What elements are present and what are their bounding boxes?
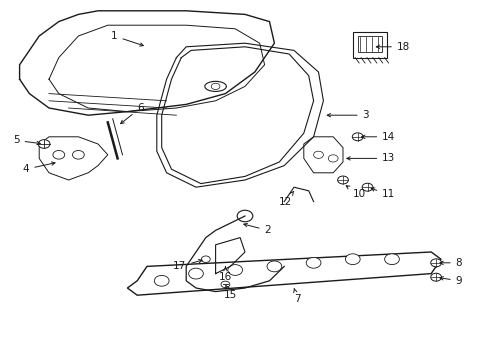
Text: 10: 10: [346, 186, 366, 199]
Polygon shape: [127, 252, 441, 295]
Text: 8: 8: [440, 258, 463, 268]
Text: 6: 6: [121, 103, 144, 123]
Circle shape: [352, 133, 363, 141]
Text: 11: 11: [371, 188, 395, 199]
Circle shape: [237, 210, 253, 222]
Text: 1: 1: [111, 31, 144, 46]
Polygon shape: [39, 137, 108, 180]
Text: 15: 15: [223, 285, 237, 300]
Circle shape: [314, 151, 323, 158]
Text: 9: 9: [440, 276, 463, 286]
Text: 13: 13: [347, 153, 395, 163]
Text: 12: 12: [279, 192, 294, 207]
Text: 4: 4: [23, 162, 55, 174]
Text: 7: 7: [294, 288, 301, 304]
Text: 2: 2: [244, 224, 271, 235]
Circle shape: [201, 256, 210, 262]
Circle shape: [267, 261, 282, 272]
Text: 16: 16: [219, 267, 232, 282]
Circle shape: [228, 265, 243, 275]
Circle shape: [154, 275, 169, 286]
Circle shape: [431, 273, 441, 281]
FancyBboxPatch shape: [353, 32, 387, 58]
Text: 5: 5: [13, 135, 40, 145]
Circle shape: [189, 268, 203, 279]
Text: 17: 17: [173, 260, 202, 271]
Circle shape: [385, 254, 399, 265]
Circle shape: [73, 150, 84, 159]
Text: 18: 18: [376, 42, 410, 52]
Circle shape: [328, 155, 338, 162]
Text: 3: 3: [327, 110, 369, 120]
Circle shape: [345, 254, 360, 265]
Circle shape: [338, 176, 348, 184]
Bar: [358, 36, 382, 52]
Circle shape: [221, 281, 230, 288]
Circle shape: [306, 257, 321, 268]
Circle shape: [362, 183, 373, 191]
Circle shape: [53, 150, 65, 159]
Circle shape: [431, 259, 441, 267]
Circle shape: [38, 140, 50, 148]
Text: 14: 14: [362, 132, 395, 142]
Polygon shape: [304, 137, 343, 173]
